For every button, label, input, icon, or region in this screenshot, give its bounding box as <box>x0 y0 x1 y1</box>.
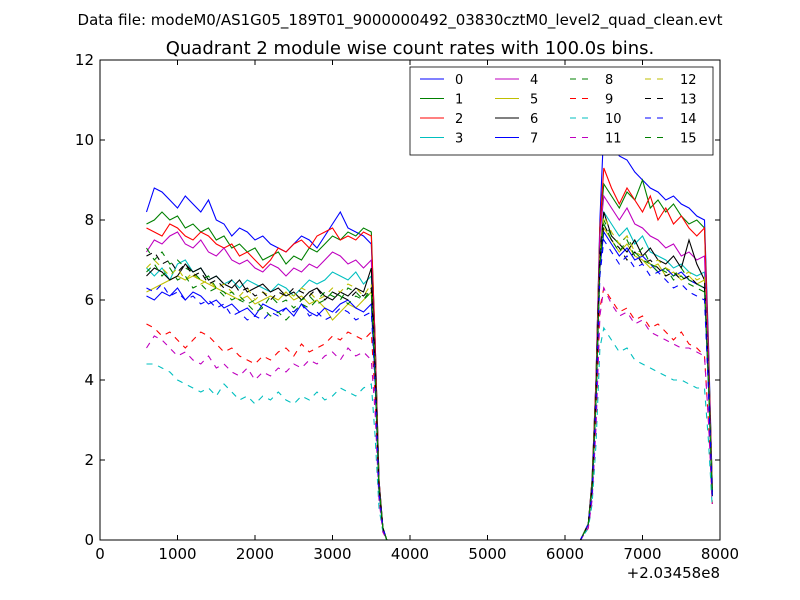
y-tick-label: 4 <box>84 371 94 389</box>
y-tick-label: 10 <box>75 131 94 149</box>
x-tick-label: 0 <box>95 545 105 563</box>
legend-label-1: 1 <box>455 93 463 108</box>
series-line-1 <box>146 178 713 540</box>
x-tick-label: 1000 <box>158 545 196 563</box>
legend-label-8: 8 <box>605 73 613 88</box>
legend-label-14: 14 <box>680 112 697 127</box>
y-tick-label: 12 <box>75 51 94 69</box>
legend-label-4: 4 <box>530 73 538 88</box>
legend-label-6: 6 <box>530 112 538 127</box>
series-line-14 <box>146 238 713 540</box>
series-line-10 <box>146 326 713 540</box>
ticks-layer: 0 1000 2000 3000 4000 5000 6000 7000 80000246810… <box>75 51 739 563</box>
x-tick-label: 2000 <box>236 545 274 563</box>
x-tick-label: 8000 <box>701 545 739 563</box>
legend-label-5: 5 <box>530 93 538 108</box>
series-line-4 <box>146 194 713 540</box>
suptitle: Data file: modeM0/AS1G05_189T01_90000004… <box>78 11 723 30</box>
legend-label-13: 13 <box>680 93 697 108</box>
plot-area <box>145 126 713 540</box>
series-line-8 <box>146 217 713 540</box>
legend-label-3: 3 <box>455 132 463 147</box>
x-tick-label: 4000 <box>391 545 429 563</box>
x-offset-label: +2.03458e8 <box>627 564 720 582</box>
legend-label-11: 11 <box>605 132 622 147</box>
series-line-11 <box>146 286 713 540</box>
series-line-6 <box>146 211 713 540</box>
x-tick-label: 7000 <box>623 545 661 563</box>
legend-frame <box>409 66 714 156</box>
series-line-9 <box>146 286 713 540</box>
x-tick-label: 3000 <box>313 545 351 563</box>
y-tick-label: 8 <box>84 211 94 229</box>
series-layer <box>145 126 713 540</box>
y-tick-label: 6 <box>84 291 94 309</box>
legend-label-0: 0 <box>455 73 463 88</box>
series-line-2 <box>146 167 713 540</box>
chart-title: Quadrant 2 module wise count rates with … <box>166 38 655 59</box>
series-line-0 <box>145 126 713 540</box>
y-tick-label: 2 <box>84 451 94 469</box>
x-tick-label: 6000 <box>546 545 584 563</box>
legend-label-12: 12 <box>680 73 697 88</box>
legend-label-9: 9 <box>605 93 613 108</box>
legend-label-15: 15 <box>680 132 697 147</box>
legend-label-2: 2 <box>455 112 463 127</box>
series-line-12 <box>146 213 713 540</box>
legend-label-10: 10 <box>605 112 622 127</box>
series-line-5 <box>146 226 713 540</box>
legend-label-7: 7 <box>530 132 538 147</box>
y-tick-label: 0 <box>84 531 94 549</box>
series-line-7 <box>146 230 713 540</box>
series-line-3 <box>146 210 713 540</box>
x-tick-label: 5000 <box>468 545 506 563</box>
series-line-15 <box>146 221 713 540</box>
series-line-13 <box>146 222 713 540</box>
